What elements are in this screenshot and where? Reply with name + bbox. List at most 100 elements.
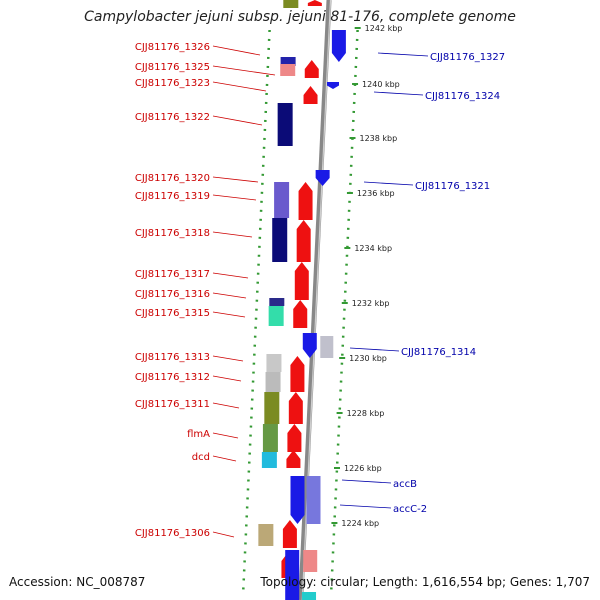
adjacent-gene-block	[262, 424, 278, 452]
label-leader	[212, 292, 247, 299]
adjacent-gene-block	[269, 298, 285, 306]
label-leader	[339, 504, 392, 509]
dotted-tracks	[242, 29, 359, 591]
reverse-gene-block	[285, 550, 300, 600]
gene-label: CJJ81176_1320	[135, 173, 210, 184]
adjacent-gene-block	[277, 103, 293, 146]
forward-gene-arrow	[282, 520, 297, 548]
adjacent-gene-block	[266, 354, 282, 372]
gene-features	[258, 0, 346, 600]
gene-label: CJJ81176_1319	[135, 191, 210, 202]
adjacent-gene-block	[268, 306, 284, 326]
scale-tick-label: 1234 kbp	[354, 244, 392, 253]
label-leader	[212, 176, 259, 183]
scale-tick-label: 1230 kbp	[349, 354, 387, 363]
scale-tick-label: 1228 kbp	[347, 409, 385, 418]
forward-gene-arrow	[286, 450, 301, 468]
gene-label: CJJ81176_1317	[135, 269, 210, 280]
label-leader	[212, 81, 267, 92]
forward-gene-arrow	[307, 0, 322, 6]
scale-tick-label: 1242 kbp	[365, 24, 403, 33]
label-leader	[212, 455, 237, 462]
genome-summary: Topology: circular; Length: 1,616,554 bp…	[260, 575, 590, 589]
reverse-gene-arrow	[327, 82, 340, 89]
left-dotted-track	[242, 29, 271, 591]
label-leader	[212, 231, 253, 238]
gene-label: dcd	[192, 452, 210, 463]
reverse-gene-block	[306, 476, 321, 524]
adjacent-gene-block	[272, 218, 288, 262]
gene-label: CJJ81176_1318	[135, 228, 210, 239]
gene-label: CJJ81176_1324	[425, 91, 500, 102]
reverse-gene-arrow	[302, 333, 317, 358]
forward-gene-arrow	[303, 86, 318, 104]
label-leader	[212, 355, 244, 362]
label-leader	[212, 402, 240, 409]
adjacent-gene-block	[274, 182, 290, 218]
gene-label: CJJ81176_1306	[135, 528, 210, 539]
gene-label: CJJ81176_1321	[415, 181, 490, 192]
gene-label: CJJ81176_1327	[430, 52, 505, 63]
reverse-gene-arrow	[331, 30, 346, 62]
label-leader	[212, 272, 249, 279]
label-leader	[212, 311, 246, 318]
label-leader	[212, 115, 263, 126]
scale-tick-label: 1240 kbp	[362, 80, 400, 89]
gene-label: CJJ81176_1314	[401, 347, 476, 358]
scale-tick-label: 1224 kbp	[341, 519, 379, 528]
reverse-gene-block	[320, 336, 334, 358]
gene-label: CJJ81176_1325	[135, 62, 210, 73]
forward-gene-arrow	[298, 182, 313, 220]
backbone-line	[298, 0, 332, 600]
adjacent-gene-block	[265, 372, 281, 392]
scale-tick-label: 1232 kbp	[352, 299, 390, 308]
adjacent-gene-block	[258, 524, 274, 546]
adjacent-gene-block	[264, 392, 280, 424]
forward-gene-arrow	[287, 424, 302, 452]
adjacent-gene-block	[280, 64, 296, 76]
forward-gene-arrow	[296, 220, 311, 262]
reverse-gene-arrow	[290, 476, 305, 524]
reverse-gene-arrow	[315, 170, 330, 186]
gene-label: CJJ81176_1322	[135, 112, 210, 123]
gene-label: CJJ81176_1316	[135, 289, 210, 300]
gene-label: CJJ81176_1315	[135, 308, 210, 319]
label-leader	[363, 181, 414, 186]
label-leader	[212, 194, 257, 201]
scale-tick-label: 1226 kbp	[344, 464, 382, 473]
forward-gene-arrow	[290, 356, 305, 392]
gene-labels: CJJ81176_1326 CJJ81176_1325 CJJ81176_1323 C…	[135, 42, 505, 539]
scale-tick-label: 1236 kbp	[357, 189, 395, 198]
gene-label: CJJ81176_1323	[135, 78, 210, 89]
right-dotted-track	[330, 29, 359, 591]
adjacent-gene-block	[261, 452, 277, 468]
forward-gene-arrow	[293, 300, 308, 328]
gene-label: CJJ81176_1312	[135, 372, 210, 383]
adjacent-gene-block	[280, 57, 296, 66]
forward-gene-arrow	[294, 262, 309, 300]
label-leader	[212, 65, 276, 76]
forward-gene-arrow	[304, 60, 319, 78]
gene-label: accC-2	[393, 504, 427, 515]
gene-label: CJJ81176_1311	[135, 399, 210, 410]
label-leader	[341, 479, 392, 484]
label-leader	[212, 531, 235, 538]
scale-tick-label: 1238 kbp	[360, 134, 398, 143]
forward-gene-arrow	[288, 392, 303, 424]
adjacent-gene-block	[283, 0, 299, 8]
gene-label: CJJ81176_1326	[135, 42, 210, 53]
reverse-gene-block	[302, 592, 317, 600]
gene-label: flmA	[187, 429, 210, 440]
gene-label: accB	[393, 479, 417, 490]
accession-label: Accession: NC_008787	[9, 575, 146, 589]
map-title: Campylobacter jejuni subsp. jejuni 81-17…	[84, 9, 516, 25]
scale-ticks: 1242 kbp 1240 kbp 1238 kbp 1236 kbp 1234 kbp…	[331, 24, 402, 528]
label-leader	[212, 432, 239, 439]
label-leader	[212, 375, 242, 382]
label-leader	[377, 52, 429, 57]
gene-label: CJJ81176_1313	[135, 352, 210, 363]
label-leader	[373, 91, 424, 96]
label-leader	[349, 347, 400, 352]
label-leader-lines	[212, 45, 429, 538]
